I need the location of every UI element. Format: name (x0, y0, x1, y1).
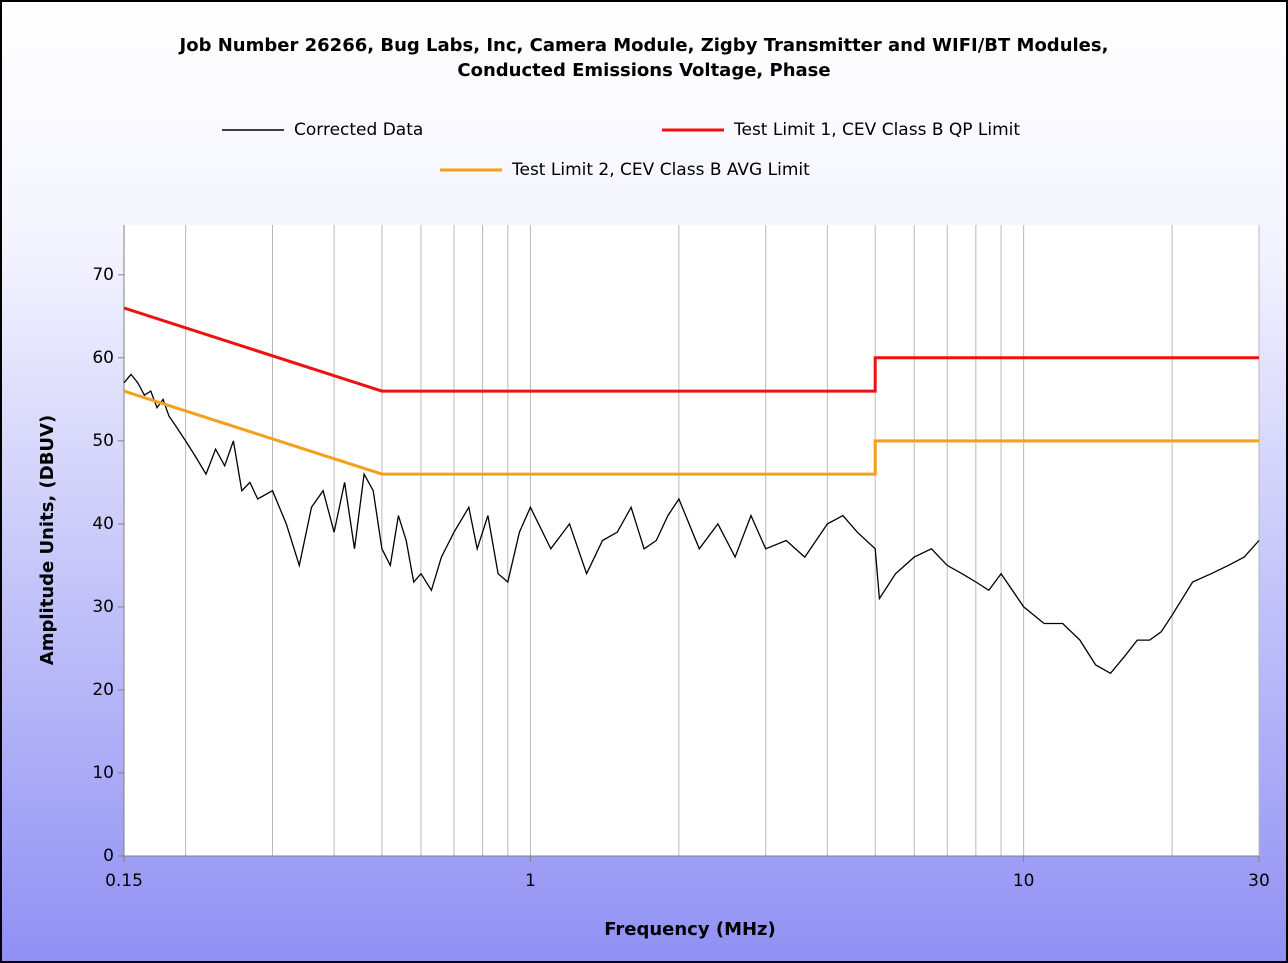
x-tick-label: 1 (525, 871, 536, 891)
data-line (123, 373, 1260, 675)
y-axis-label: Amplitude Units, (DBUV) (37, 415, 58, 665)
x-tick-label: 10 (1013, 871, 1035, 891)
x-tick-label: 30 (1248, 871, 1270, 891)
y-tick-label: 40 (92, 514, 114, 534)
x-axis-label: Frequency (MHz) (604, 919, 776, 940)
data-line (123, 306, 1259, 393)
y-tick-label: 30 (92, 597, 114, 617)
plot-area (124, 225, 1259, 856)
y-tick-label: 0 (103, 846, 114, 866)
y-tick-label: 10 (92, 763, 114, 783)
legend-label: Test Limit 2, CEV Class B AVG Limit (511, 160, 810, 180)
y-tick-label: 20 (92, 680, 114, 700)
y-tick-label: 70 (92, 265, 114, 285)
legend-label: Test Limit 1, CEV Class B QP Limit (733, 120, 1020, 140)
data-line (123, 389, 1259, 476)
y-tick-label: 60 (92, 348, 114, 368)
chart-title: Conducted Emissions Voltage, Phase (457, 60, 830, 81)
chart-title: Job Number 26266, Bug Labs, Inc, Camera … (178, 35, 1109, 56)
x-tick-label: 0.15 (105, 871, 143, 891)
legend-label: Corrected Data (294, 120, 423, 140)
y-tick-label: 50 (92, 431, 114, 451)
